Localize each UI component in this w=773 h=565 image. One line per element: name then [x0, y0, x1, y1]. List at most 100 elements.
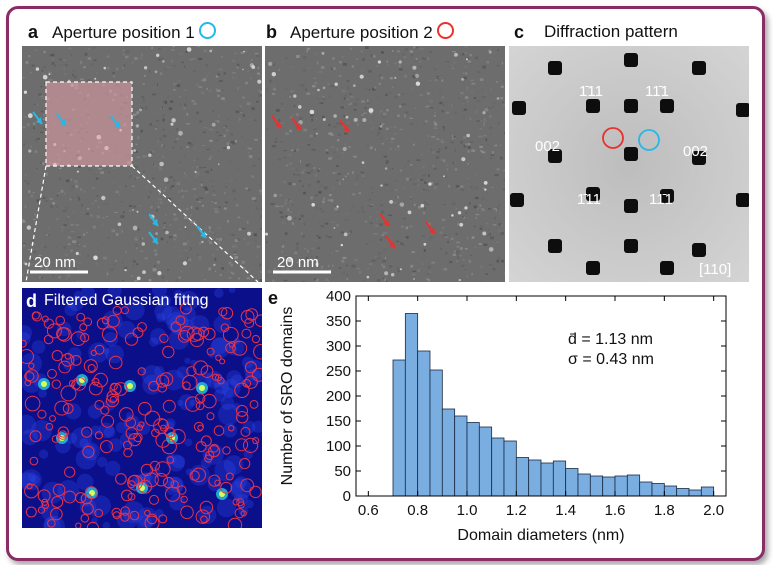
fit-circle [25, 369, 39, 383]
panel-title-b: Aperture position 2 [290, 22, 454, 43]
fit-circle [121, 489, 133, 502]
fit-circle [113, 382, 128, 396]
fit-circle [228, 425, 235, 432]
fit-circle [86, 521, 99, 528]
fit-circle [52, 483, 66, 497]
tem-svg: 20 nm [22, 46, 262, 282]
fit-circle [234, 382, 250, 399]
fit-circle [87, 364, 96, 372]
fit-circle [227, 517, 243, 528]
fit-circle [254, 314, 262, 327]
fit-circle [225, 472, 234, 481]
fit-circle [195, 401, 205, 411]
diffraction-spot [624, 99, 638, 113]
x-tick-label: 1.8 [654, 502, 675, 519]
diffraction-image-c: 1̄11 11̄1 002 002 1̄11 11̄1 [110] [509, 46, 749, 282]
fit-circle [115, 473, 127, 485]
histogram-bar [540, 462, 554, 497]
spot-index-label: 1̄11 [577, 191, 601, 208]
panel-title-d: Filtered Gaussian fittng [44, 292, 209, 309]
fit-circle [164, 427, 176, 439]
fit-circle [191, 467, 206, 483]
y-tick-label: 200 [326, 388, 351, 405]
fit-circle [133, 432, 143, 443]
fit-circle [100, 440, 113, 454]
diffraction-spot [586, 187, 600, 201]
arrow-icon [148, 213, 159, 227]
fit-circle [45, 422, 54, 431]
fit-circle [25, 506, 37, 518]
fit-circle [155, 432, 171, 448]
y-tick-label: 250 [326, 363, 351, 380]
fit-circle [42, 315, 49, 323]
fit-circle [75, 492, 87, 504]
fit-circle [170, 480, 179, 489]
fit-circle [101, 316, 110, 325]
arrow-icon [339, 119, 350, 133]
fit-circle [244, 375, 258, 389]
fit-circle [151, 428, 160, 438]
histogram-bar [404, 313, 419, 497]
fit-circle [100, 405, 110, 415]
fit-circle [80, 514, 90, 523]
fit-circle [81, 502, 94, 515]
fit-circle [206, 347, 215, 356]
spot-index-label: 002 [535, 138, 560, 155]
fit-circle [111, 507, 122, 518]
fit-circle [182, 374, 198, 391]
arrow-icon [425, 221, 436, 235]
tem-svg: 20 nm [265, 46, 505, 282]
fit-circle [213, 425, 225, 436]
panel-title-c: Diffraction pattern [544, 22, 678, 41]
fit-circle [251, 367, 262, 382]
fit-circle [79, 323, 88, 332]
sigma-stat-label: σ = 0.43 nm [568, 351, 654, 368]
arrow-icon [385, 235, 396, 249]
fit-circle [202, 393, 217, 409]
fit-circle [222, 446, 231, 455]
histogram-bar [663, 485, 678, 497]
diffraction-spot [660, 261, 674, 275]
histogram-bar [565, 468, 579, 497]
fit-circle [108, 355, 123, 370]
fit-circle [159, 333, 169, 343]
fit-circle [228, 341, 236, 348]
histogram-bar [639, 481, 653, 497]
histogram-bar [688, 489, 702, 497]
fit-circle [94, 431, 104, 440]
arrow-icon [56, 113, 67, 127]
diffraction-spot [692, 243, 706, 257]
histogram-bar [614, 475, 628, 497]
fit-circle [70, 355, 82, 366]
fit-circle [68, 380, 76, 387]
fit-circle [51, 435, 60, 443]
fit-circle [106, 390, 119, 403]
histogram-bar [392, 359, 406, 497]
fit-circle [225, 342, 236, 354]
fit-circle [185, 396, 201, 412]
fit-circle [90, 349, 97, 357]
fit-circle [136, 424, 143, 431]
diffraction-spot [692, 151, 706, 165]
cyan-aperture-icon [198, 22, 216, 39]
x-axis-label: Domain diameters (nm) [457, 527, 624, 544]
fit-circle [55, 315, 66, 326]
fit-circle [243, 437, 259, 453]
fit-circle [195, 393, 206, 404]
fit-circle [158, 418, 169, 429]
fit-circle [236, 498, 245, 507]
fit-circle [132, 327, 144, 338]
fit-circle [137, 367, 146, 376]
fit-circle [123, 448, 133, 458]
fit-circle [24, 371, 35, 382]
fit-circle [249, 400, 259, 409]
fit-circle [241, 328, 252, 339]
histogram-bar [700, 486, 715, 497]
fit-circle [94, 400, 105, 410]
arrow-icon [196, 225, 207, 239]
fit-circle [128, 433, 142, 447]
fit-circle [144, 410, 161, 427]
diffraction-spot [624, 147, 638, 161]
fit-circle [235, 438, 249, 452]
histogram-bar [454, 415, 468, 497]
